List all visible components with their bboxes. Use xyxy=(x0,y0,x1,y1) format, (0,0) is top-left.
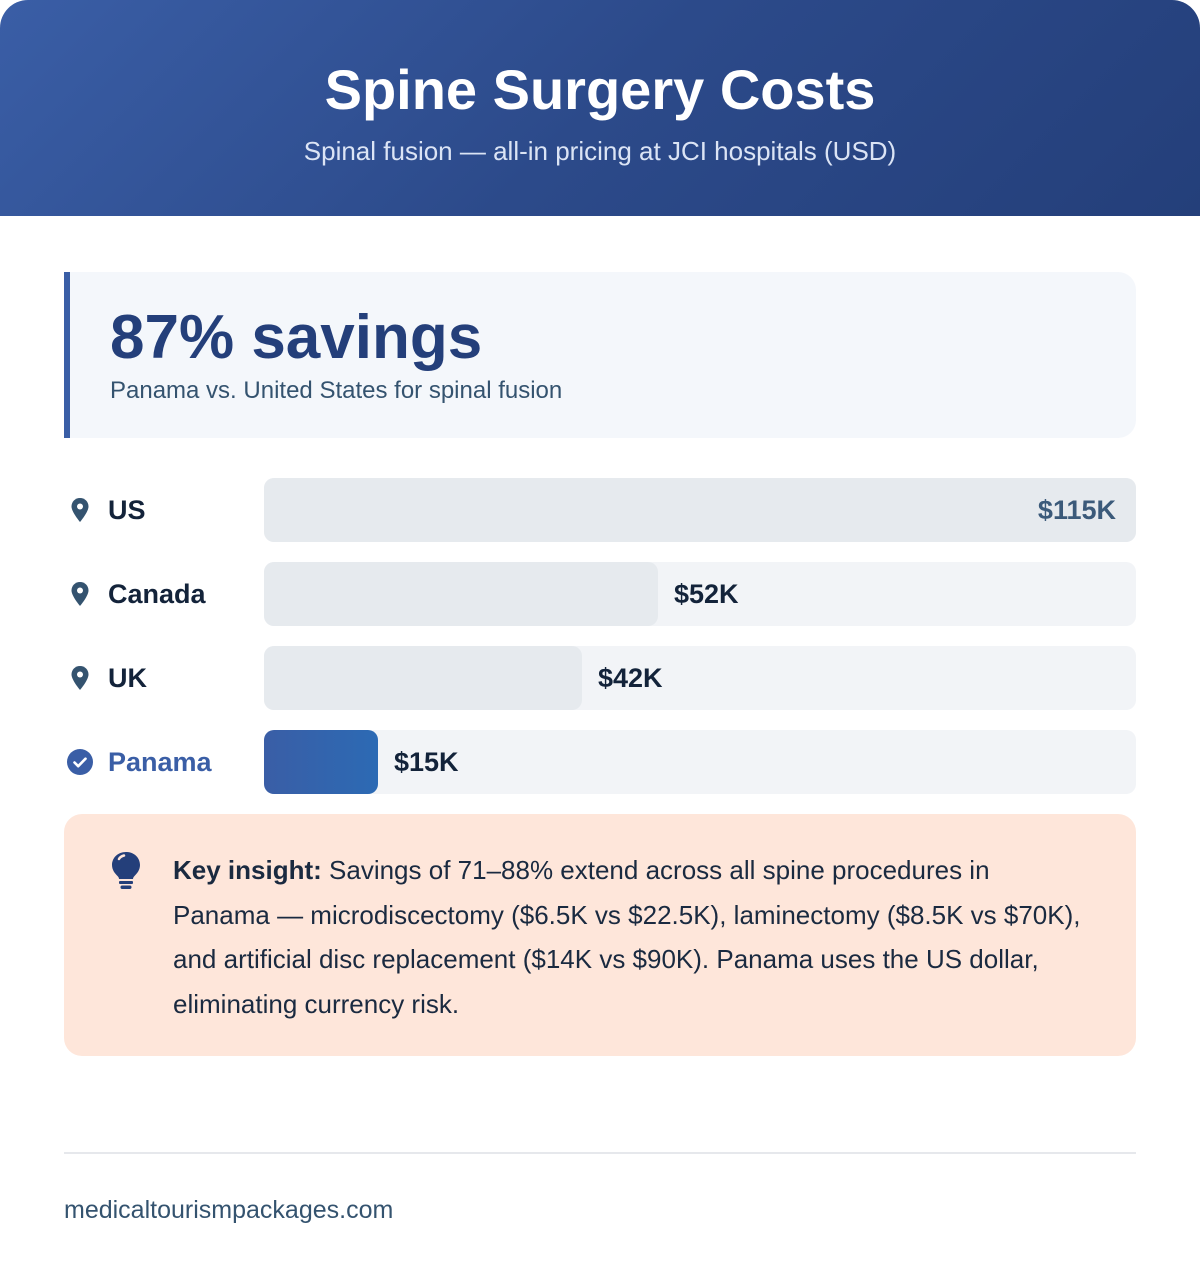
insight-text: Key insight: Savings of 71–88% extend ac… xyxy=(173,848,1093,1026)
bar-value-label: $42K xyxy=(598,663,663,693)
bar-row-canada: Canada $52K xyxy=(64,562,1136,626)
bar-track: $42K xyxy=(264,646,1136,710)
map-pin-icon xyxy=(66,580,94,608)
bar-row-uk: UK $42K xyxy=(64,646,1136,710)
page-subtitle: Spinal fusion — all-in pricing at JCI ho… xyxy=(303,136,897,166)
lightbulb-icon xyxy=(112,852,140,889)
bar xyxy=(264,730,378,794)
map-pin-icon xyxy=(66,664,94,692)
header: Spine Surgery Costs Spinal fusion — all-… xyxy=(0,0,1200,216)
bar-label: US xyxy=(108,495,146,525)
bar-value-label: $52K xyxy=(674,579,739,609)
bar-label: UK xyxy=(108,663,147,693)
map-pin-icon xyxy=(66,496,94,524)
bar-value-label: $115K xyxy=(1037,495,1116,525)
insight-label: Key insight: xyxy=(173,855,322,885)
bar-label: Canada xyxy=(108,579,206,609)
bar-value-label: $15K xyxy=(394,747,459,777)
bar-row-us: US $115K xyxy=(64,478,1136,542)
bar-track: $52K xyxy=(264,562,1136,626)
check-circle-icon xyxy=(66,748,94,776)
savings-headline: 87% savings xyxy=(110,303,483,372)
bar-track: $115K xyxy=(264,478,1136,542)
bar xyxy=(264,562,658,626)
footer-site: medicaltourismpackages.com xyxy=(64,1196,394,1224)
bar xyxy=(264,646,582,710)
insight-box: Key insight: Savings of 71–88% extend ac… xyxy=(64,814,1136,1056)
savings-subtext: Panama vs. United States for spinal fusi… xyxy=(110,377,563,404)
bar-label: Panama xyxy=(108,747,212,777)
insight-body: Savings of 71–88% extend across all spin… xyxy=(173,855,1081,1019)
savings-callout: 87% savings Panama vs. United States for… xyxy=(64,272,1136,438)
bar-row-panama: Panama $15K xyxy=(64,730,1136,794)
bar-track: $15K xyxy=(264,730,1136,794)
footer-divider xyxy=(64,1152,1136,1154)
page-title: Spine Surgery Costs xyxy=(324,58,876,121)
bar xyxy=(264,478,1136,542)
